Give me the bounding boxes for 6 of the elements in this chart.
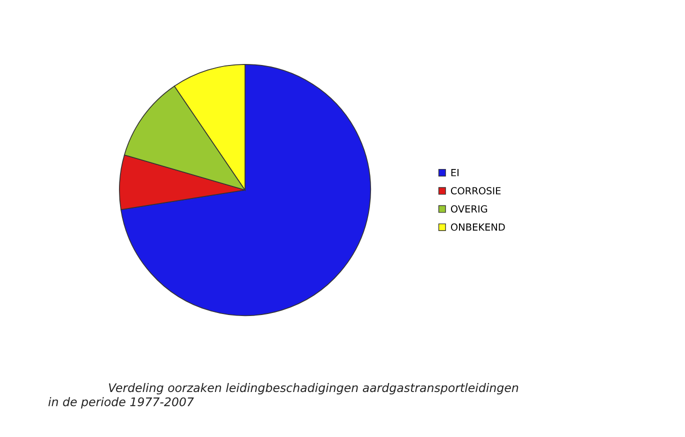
legend-label: ONBEKEND <box>450 223 505 231</box>
text: Verdeling oorzaken leidingbeschadigingen aardgastransportleidingen in de periode 1977-2007 <box>48 383 518 409</box>
legend-label: CORROSIE <box>450 187 501 194</box>
legend-label: EI <box>451 169 458 176</box>
legend-label: OVERIG <box>450 205 488 213</box>
pie-slice <box>120 64 372 316</box>
